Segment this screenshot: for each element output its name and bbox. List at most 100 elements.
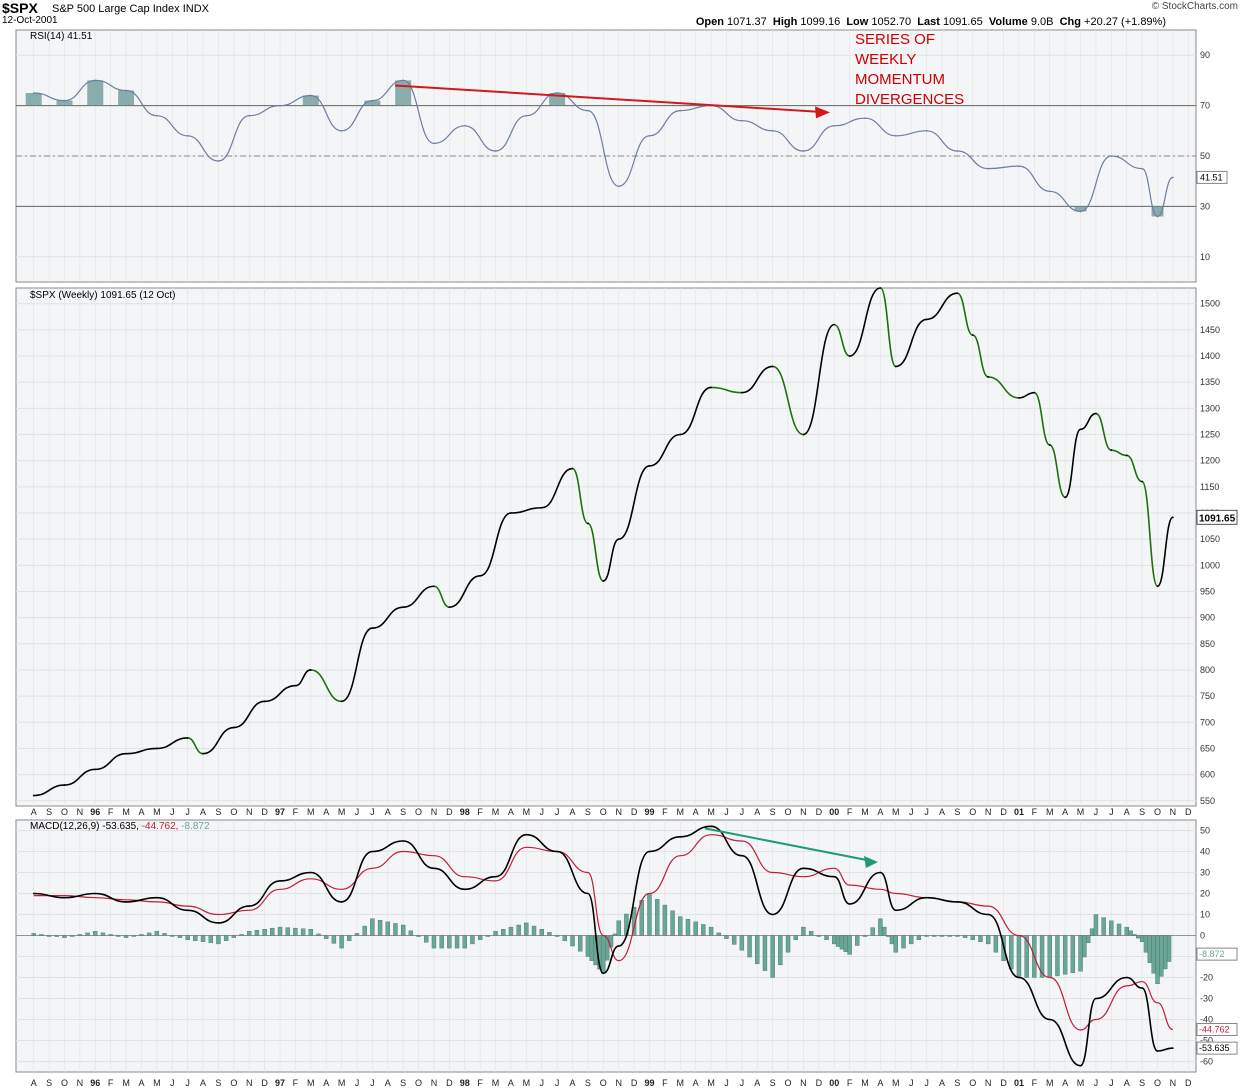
macd-histogram-bar (770, 935, 775, 978)
macd-histogram-bar (393, 923, 398, 936)
macd-point (217, 922, 220, 924)
macd-histogram-bar (824, 935, 829, 940)
rsi-point (340, 130, 343, 132)
x-axis-label: O (785, 807, 792, 817)
price-current-value: 1091.65 (1199, 513, 1236, 524)
price-segment (956, 292, 974, 336)
x-axis-label: 01 (1014, 1078, 1024, 1088)
macd-histogram-bar (1082, 935, 1087, 958)
x-axis-label: J (555, 1078, 560, 1088)
volume-value: 9.0B (1030, 16, 1054, 28)
price-point (617, 538, 620, 541)
macd-histogram-bar (539, 929, 544, 936)
macd-point (1079, 1064, 1082, 1067)
macd-histogram-bar (193, 935, 198, 941)
rsi-point (925, 130, 928, 132)
macd-point (710, 825, 712, 828)
macd-histogram-bar (1155, 935, 1160, 984)
price-tick-label: 1250 (1200, 430, 1220, 440)
x-axis-label: O (230, 1078, 237, 1088)
rsi-overbought-fill (87, 80, 104, 106)
macd-histogram-bar (1078, 935, 1083, 972)
signal-current-value: -44.762 (1199, 1025, 1230, 1035)
x-axis-label: N (431, 1078, 438, 1088)
price-point (679, 433, 682, 436)
x-axis-label: 97 (275, 1078, 285, 1088)
macd-histogram-bar (970, 935, 975, 940)
price-segment (1018, 391, 1035, 399)
macd-point (63, 896, 66, 899)
macd-point (340, 901, 343, 903)
macd-histogram-bar (1086, 935, 1091, 944)
price-tick-label: 750 (1200, 691, 1215, 701)
macd-histogram-bar (377, 920, 383, 936)
rsi-point (895, 135, 897, 137)
macd-point (602, 972, 605, 975)
macd-point (1172, 1047, 1174, 1049)
x-axis-label: M (892, 1078, 900, 1088)
price-segment (403, 585, 435, 608)
x-axis-label: M (1077, 807, 1085, 817)
rsi-point (248, 114, 251, 117)
x-axis-label: 96 (90, 1078, 100, 1088)
x-axis-label: 97 (275, 807, 285, 817)
price-point (479, 574, 482, 577)
rsi-point (156, 114, 158, 117)
macd-label-part: -8.872 (181, 821, 210, 832)
macd-point (433, 867, 435, 870)
price-segment (479, 512, 512, 577)
price-point (1033, 391, 1036, 394)
low-label: Low (846, 16, 869, 28)
macd-histogram-bar (855, 935, 860, 946)
macd-histogram-bar (570, 935, 575, 947)
macd-histogram-bar (331, 935, 337, 944)
macd-histogram-bar (1159, 935, 1164, 977)
macd-histogram-bar (889, 935, 895, 945)
macd-histogram-bar (793, 935, 798, 940)
macd-point (956, 901, 959, 903)
price-segment (1095, 412, 1112, 452)
rsi-overbought-fill (364, 100, 381, 106)
price-point (1125, 454, 1128, 457)
macd-histogram-bar (601, 935, 606, 974)
x-axis-label: N (431, 807, 438, 817)
price-point (510, 512, 512, 514)
price-tick-label: 850 (1200, 639, 1215, 649)
price-point (540, 506, 543, 509)
macd-histogram-bar (662, 904, 668, 936)
macd-point (32, 892, 35, 895)
chart-date: 12-Oct-2001 (2, 15, 58, 26)
macd-histogram-bar (1124, 926, 1129, 936)
macd-histogram-bar (708, 926, 714, 936)
x-axis-label: M (861, 1078, 869, 1088)
rsi-point (433, 142, 435, 145)
x-axis-label: N (1170, 807, 1177, 817)
last-value: 1091.65 (942, 16, 983, 28)
rsi-point (1110, 155, 1113, 157)
price-point (186, 737, 189, 739)
macd-current-value: -53.635 (1199, 1043, 1230, 1053)
rsi-tick-label: 70 (1200, 101, 1210, 111)
x-axis-label: N (800, 807, 807, 817)
macd-point (802, 867, 805, 870)
x-axis-label: M (338, 1078, 346, 1088)
low-value: 1052.70 (871, 16, 912, 28)
x-axis-label: A (877, 807, 883, 817)
price-tick-label: 1200 (1200, 456, 1220, 466)
x-axis-label: O (415, 807, 422, 817)
x-axis-label: S (954, 807, 960, 817)
price-segment (711, 386, 742, 394)
rsi-point (1048, 190, 1051, 193)
x-axis-top: A S O N 96 F M A M J J A S O N D 97 F M A M J J A S O N D 98 F M A M J J A S… (31, 807, 1192, 817)
x-axis-label: J (924, 807, 929, 817)
x-axis-label: N (77, 1078, 84, 1088)
x-axis-label: A (877, 1078, 883, 1088)
x-axis-label: O (600, 807, 607, 817)
x-axis-label: F (293, 807, 299, 817)
macd-histogram-bar (285, 927, 290, 936)
rsi-point (556, 92, 558, 94)
rsi-line (33, 79, 1174, 218)
x-axis-label: N (246, 807, 253, 817)
rsi-point (1141, 167, 1143, 170)
